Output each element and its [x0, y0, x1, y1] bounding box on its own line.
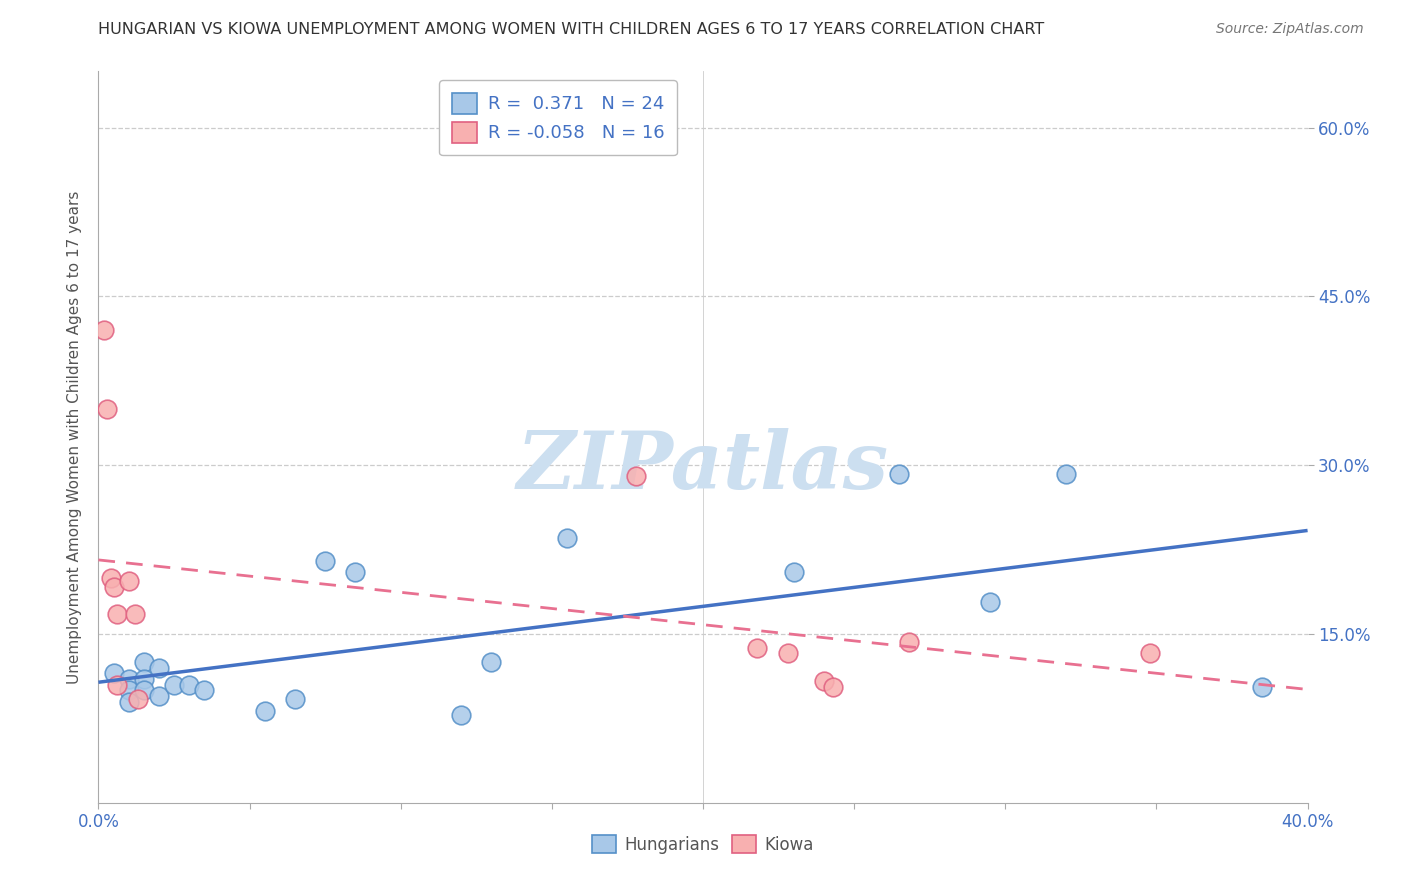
Point	[132, 683, 155, 698]
Point	[776, 646, 799, 660]
Y-axis label: Unemployment Among Women with Children Ages 6 to 17 years: Unemployment Among Women with Children A…	[66, 190, 82, 684]
Point	[118, 694, 141, 708]
Point	[124, 607, 146, 621]
Point	[118, 683, 141, 698]
Point	[979, 595, 1001, 609]
Point	[93, 323, 115, 337]
Text: HUNGARIAN VS KIOWA UNEMPLOYMENT AMONG WOMEN WITH CHILDREN AGES 6 TO 17 YEARS COR: HUNGARIAN VS KIOWA UNEMPLOYMENT AMONG WO…	[98, 22, 1045, 37]
Point	[148, 689, 170, 703]
Point	[1054, 467, 1077, 482]
Point	[747, 640, 769, 655]
Point	[100, 571, 122, 585]
Point	[132, 672, 155, 686]
Point	[118, 574, 141, 588]
Point	[179, 678, 201, 692]
Point	[148, 661, 170, 675]
Point	[1251, 680, 1274, 694]
Point	[105, 607, 128, 621]
Point	[555, 532, 578, 546]
Point	[163, 678, 186, 692]
Point	[118, 672, 141, 686]
Point	[253, 704, 276, 718]
Point	[314, 554, 336, 568]
Point	[813, 674, 835, 689]
Point	[103, 666, 125, 681]
Point	[481, 655, 503, 669]
Point	[897, 635, 920, 649]
Text: Source: ZipAtlas.com: Source: ZipAtlas.com	[1216, 22, 1364, 37]
Point	[284, 692, 307, 706]
Point	[783, 565, 806, 579]
Point	[132, 655, 155, 669]
Point	[450, 708, 472, 723]
Point	[344, 565, 367, 579]
Point	[1139, 646, 1161, 660]
Point	[821, 680, 844, 694]
Point	[889, 467, 911, 482]
Point	[127, 692, 149, 706]
Legend: Hungarians, Kiowa: Hungarians, Kiowa	[586, 829, 820, 860]
Point	[626, 469, 648, 483]
Point	[193, 683, 215, 698]
Point	[103, 580, 125, 594]
Point	[105, 678, 128, 692]
Point	[96, 401, 118, 416]
Text: ZIPatlas: ZIPatlas	[517, 427, 889, 505]
